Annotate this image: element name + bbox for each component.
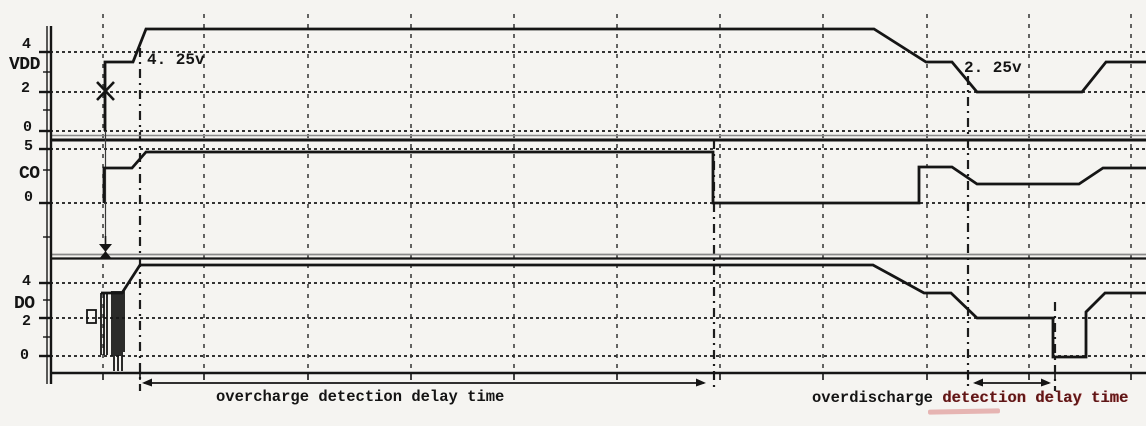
overcharge-delay-caption: overcharge detection delay time (216, 388, 505, 406)
vdd-tick-0: 0 (23, 119, 33, 136)
vdd-channel-label: VDD (9, 55, 40, 75)
overcharge-threshold-label: 4. 25v (147, 51, 205, 69)
overdischarge-caption-black: overdischarge (812, 389, 933, 407)
overdischarge-caption-red: detection delay time (932, 389, 1129, 407)
vdd-tick-4: 4 (22, 36, 32, 53)
do-tick-2: 2 (22, 313, 32, 330)
overdischarge-delay-caption: overdischarge detection delay time (812, 389, 1129, 407)
do-tick-4: 4 (22, 273, 32, 290)
do-channel-label: DO (14, 294, 35, 314)
overdischarge-threshold-label: 2. 25v (964, 59, 1022, 77)
co-tick-5: 5 (24, 138, 34, 155)
co-channel-label: CO (19, 164, 40, 184)
co-tick-0: 0 (24, 189, 34, 206)
do-tick-0: 0 (20, 347, 30, 364)
vdd-tick-2: 2 (21, 80, 31, 97)
